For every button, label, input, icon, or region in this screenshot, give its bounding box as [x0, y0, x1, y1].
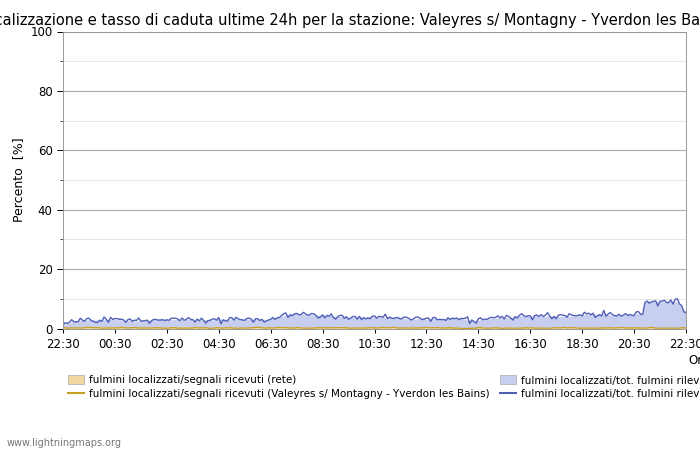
- Legend: fulmini localizzati/segnali ricevuti (rete), fulmini localizzati/segnali ricevut: fulmini localizzati/segnali ricevuti (re…: [68, 375, 700, 400]
- Text: Orario: Orario: [689, 354, 700, 366]
- Text: Localizzazione e tasso di caduta ultime 24h per la stazione: Valeyres s/ Montagn: Localizzazione e tasso di caduta ultime …: [0, 14, 700, 28]
- Text: www.lightningmaps.org: www.lightningmaps.org: [7, 438, 122, 448]
- Y-axis label: Percento  [%]: Percento [%]: [12, 138, 24, 222]
